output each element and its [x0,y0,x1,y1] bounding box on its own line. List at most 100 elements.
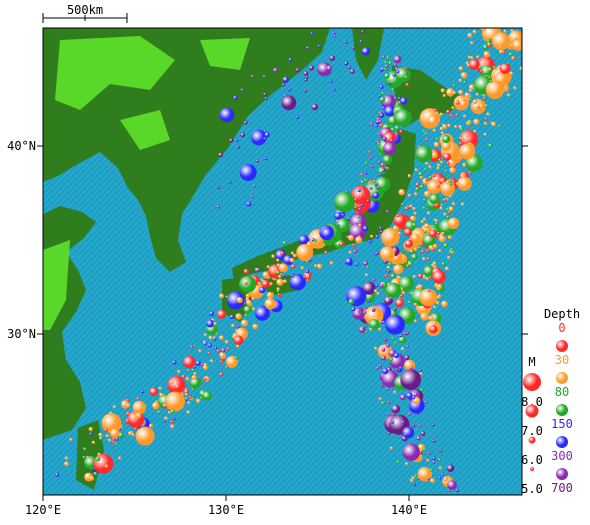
earthquake [492,65,496,69]
earthquake [460,128,464,131]
earthquake [264,157,268,161]
lon-label: 120°E [25,503,61,517]
magnitude-label: 5.0 [521,482,543,496]
earthquake [447,217,460,229]
earthquake [278,263,288,273]
earthquake [415,145,433,163]
earthquake [406,345,409,349]
earthquake [534,15,538,19]
magnitude-label: 6.0 [521,453,543,467]
earthquake [472,99,478,105]
earthquake [379,246,395,262]
earthquake [388,262,392,266]
earthquake [252,307,255,311]
earthquake [250,195,254,199]
earthquake [261,279,270,288]
earthquake [390,139,394,143]
earthquake [428,175,433,180]
earthquake [438,284,442,289]
earthquake [380,283,384,288]
earthquake [290,274,294,278]
earthquake [404,239,413,248]
earthquake [423,230,427,234]
earthquake [441,262,446,266]
earthquake [221,349,225,353]
earthquake [303,89,307,93]
earthquake [481,15,484,18]
earthquake [464,92,470,98]
earthquake [468,171,472,175]
earthquake [401,420,405,424]
earthquake [91,440,95,444]
earthquake [193,372,197,375]
earthquake [400,347,405,351]
earthquake [468,55,471,59]
earthquake [485,80,505,99]
earthquake [354,198,358,202]
earthquake [341,213,345,217]
earthquake [381,347,386,352]
earthquake [432,128,436,132]
earthquake [438,458,442,462]
earthquake [487,42,491,46]
earthquake [219,293,225,299]
earthquake [158,386,162,390]
earthquake [369,319,380,330]
earthquake [419,288,438,307]
earthquake [351,307,356,312]
earthquake [362,225,369,232]
earthquake [468,84,475,91]
earthquake [219,107,235,123]
earthquake [417,443,425,451]
earthquake [363,178,367,182]
earthquake [441,300,448,308]
earthquake [226,346,230,350]
earthquake [98,432,103,437]
earthquake [457,176,472,191]
earthquake [427,451,431,455]
earthquake [446,215,450,219]
earthquake [217,309,227,319]
earthquake [382,155,393,165]
earthquake [365,273,368,277]
earthquake [175,384,179,388]
earthquake [390,273,396,279]
earthquake [339,241,345,247]
earthquake [112,437,116,441]
magnitude-label: 7.0 [521,424,543,438]
earthquake [463,114,466,118]
earthquake [69,438,73,441]
earthquake [443,212,447,216]
earthquake [436,301,440,305]
earthquake [434,222,438,225]
earthquake [452,202,455,206]
earthquake [271,254,275,258]
earthquake [89,476,95,481]
earthquake [422,198,426,202]
earthquake [251,74,255,78]
earthquake [438,476,442,480]
earthquake [447,235,452,240]
earthquake [128,431,133,436]
earthquake [391,404,401,414]
earthquake [371,308,376,312]
earthquake [234,355,238,360]
earthquake [243,268,249,275]
earthquake [384,274,388,278]
earthquake [459,100,468,108]
earthquake [439,126,444,131]
earthquake [437,163,441,167]
earthquake [442,124,448,129]
earthquake [295,68,300,72]
earthquake [252,323,258,330]
earthquake [213,337,217,341]
earthquake [196,398,201,403]
earthquake [170,420,174,424]
earthquake [414,192,418,196]
earthquake [412,222,417,227]
earthquake [403,331,407,335]
earthquake [436,234,440,238]
earthquake [288,58,293,62]
earthquake [364,330,368,334]
earthquake [369,186,373,190]
